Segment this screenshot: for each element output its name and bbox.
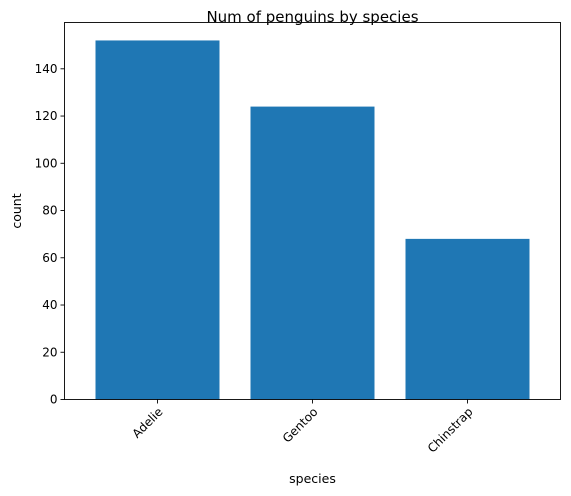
x-axis-label: species <box>289 471 336 486</box>
chart-title: Num of penguins by species <box>206 8 418 26</box>
y-tick-label: 140 <box>35 62 58 76</box>
x-tick-label-chinstrap: Chinstrap <box>425 405 476 456</box>
y-tick-label: 120 <box>35 109 58 123</box>
y-tick-label: 60 <box>42 251 57 265</box>
y-tick-label: 40 <box>42 298 57 312</box>
y-tick-label: 20 <box>42 345 57 359</box>
bar-chinstrap <box>405 238 530 400</box>
bar-gentoo <box>250 106 375 400</box>
y-tick-label: 0 <box>50 393 58 407</box>
x-tick-label-adelie: Adelie <box>130 405 166 441</box>
y-axis-label: count <box>9 193 24 228</box>
y-axis: 0 20 40 60 80 100 120 140 <box>35 62 65 407</box>
x-tick-label-gentoo: Gentoo <box>280 405 321 446</box>
x-axis: Adelie Gentoo Chinstrap <box>130 399 476 456</box>
bar-adelie <box>95 40 220 400</box>
y-tick-label: 80 <box>42 204 57 218</box>
bars-group <box>95 40 530 400</box>
y-tick-label: 100 <box>35 156 58 170</box>
